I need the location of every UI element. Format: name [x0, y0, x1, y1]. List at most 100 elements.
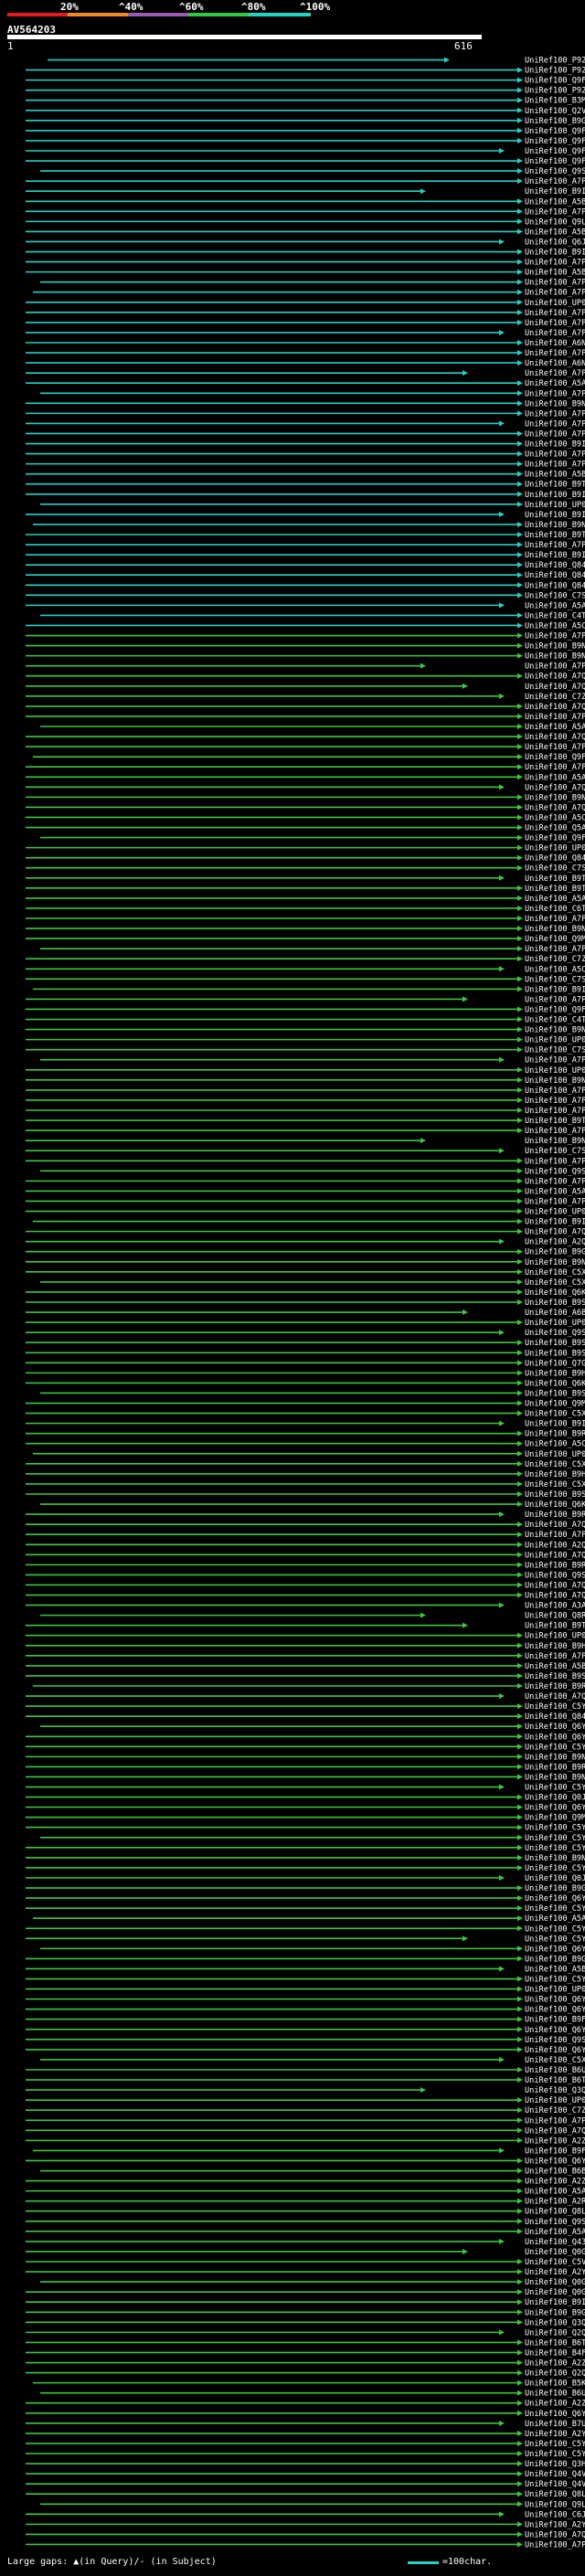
hit-label[interactable]: UniRef100_B9NCV5: [525, 642, 585, 652]
hit-label[interactable]: UniRef100_Q43487: [525, 2238, 585, 2247]
hit-label[interactable]: UniRef100_A7QTD4: [525, 683, 585, 692]
hit-label[interactable]: UniRef100_B9GEW3: [525, 1955, 585, 1964]
hit-label[interactable]: UniRef100_C5YI15: [525, 1924, 585, 1934]
hit-label[interactable]: UniRef100_A7P589: [525, 177, 585, 186]
hit-label[interactable]: UniRef100_A7QTD5: [525, 673, 585, 682]
hit-label[interactable]: UniRef100_Q7G3N6: [525, 1359, 585, 1368]
hit-label[interactable]: UniRef100_C7S8C5: [525, 591, 585, 600]
hit-label[interactable]: UniRef100_C5YI24: [525, 1834, 585, 1843]
hit-label[interactable]: UniRef100_C5XRV0: [525, 1480, 585, 1489]
hit-label[interactable]: UniRef100_Q6YZH6: [525, 2026, 585, 2035]
hit-label[interactable]: UniRef100_A7QTE2: [525, 803, 585, 812]
hit-label[interactable]: UniRef100_A5BH58: [525, 269, 585, 278]
hit-label[interactable]: UniRef100_Q9FIC7: [525, 137, 585, 146]
hit-label[interactable]: UniRef100_B9H1N0: [525, 1470, 585, 1479]
hit-label[interactable]: UniRef100_UP0000...: [525, 1986, 585, 1995]
hit-label[interactable]: UniRef100_B9N5Q0: [525, 1137, 585, 1146]
hit-label[interactable]: UniRef100_Q4VSU6: [525, 2480, 585, 2489]
hit-label[interactable]: UniRef100_A7QTD3: [525, 2530, 585, 2539]
hit-label[interactable]: UniRef100_B9T5T1: [525, 1117, 585, 1126]
hit-label[interactable]: UniRef100_Q8LQ32: [525, 2490, 585, 2499]
hit-label[interactable]: UniRef100_UP0000...: [525, 1208, 585, 1217]
hit-label[interactable]: UniRef100_Q9FID0: [525, 127, 585, 136]
hit-label[interactable]: UniRef100_C5XQD7: [525, 1268, 585, 1277]
hit-label[interactable]: UniRef100_Q6YZK9: [525, 1804, 585, 1813]
hit-label[interactable]: UniRef100_B9RU75: [525, 1561, 585, 1570]
hit-label[interactable]: UniRef100_A7PS96: [525, 541, 585, 550]
hit-label[interactable]: UniRef100_A7Q4R3: [525, 1521, 585, 1530]
hit-label[interactable]: UniRef100_Q0J7Z3: [525, 1794, 585, 1803]
hit-label[interactable]: UniRef100_Q8RX65: [525, 1612, 585, 1621]
hit-label[interactable]: UniRef100_Q9FMB0: [525, 753, 585, 762]
hit-label[interactable]: UniRef100_Q9M9Q6: [525, 935, 585, 944]
hit-label[interactable]: UniRef100_Q4VSU7: [525, 2470, 585, 2479]
hit-label[interactable]: UniRef100_P92999: [525, 67, 585, 76]
hit-label[interactable]: UniRef100_Q6YZH4: [525, 1733, 585, 1742]
hit-label[interactable]: UniRef100_B9SB16: [525, 1389, 585, 1398]
hit-label[interactable]: UniRef100_C7Z8C0: [525, 693, 585, 702]
hit-label[interactable]: UniRef100_A5CAE6: [525, 621, 585, 631]
hit-label[interactable]: UniRef100_A7QTD2: [525, 733, 585, 742]
hit-label[interactable]: UniRef100_A7PS56: [525, 289, 585, 298]
hit-label[interactable]: UniRef100_A2Q4Z9: [525, 1238, 585, 1247]
hit-label[interactable]: UniRef100_A7PS81: [525, 2116, 585, 2125]
hit-label[interactable]: UniRef100_A7PE54: [525, 207, 585, 217]
hit-label[interactable]: UniRef100_B6TTY1: [525, 2076, 585, 2085]
hit-label[interactable]: UniRef100_B9SHL1: [525, 1299, 585, 1308]
hit-label[interactable]: UniRef100_C5XRU9: [525, 1410, 585, 1419]
hit-label[interactable]: UniRef100_B6UEL1: [525, 2066, 585, 2075]
hit-label[interactable]: UniRef100_Q3QU14: [525, 2086, 585, 2095]
hit-label[interactable]: UniRef100_Q9FMA9: [525, 834, 585, 843]
hit-label[interactable]: UniRef100_B9N031: [525, 399, 585, 408]
hit-label[interactable]: UniRef100_C7S8B6: [525, 975, 585, 984]
hit-label[interactable]: UniRef100_B9GBY3: [525, 2308, 585, 2317]
hit-label[interactable]: UniRef100_C5YI26: [525, 1743, 585, 1752]
hit-label[interactable]: UniRef100_Q9FMA8: [525, 1005, 585, 1014]
hit-label[interactable]: UniRef100_A7PS70: [525, 451, 585, 460]
hit-label[interactable]: UniRef100_A7Q4Q9: [525, 1692, 585, 1701]
hit-label[interactable]: UniRef100_A2YBY8: [525, 2430, 585, 2439]
hit-label[interactable]: UniRef100_UP0000...: [525, 1450, 585, 1459]
hit-label[interactable]: UniRef100_B9T4N8: [525, 1622, 585, 1631]
hit-label[interactable]: UniRef100_Q84PM0: [525, 581, 585, 590]
hit-label[interactable]: UniRef100_A7PBK5: [525, 995, 585, 1004]
hit-label[interactable]: UniRef100_Q5A171: [525, 824, 585, 833]
hit-label[interactable]: UniRef100_B9G9K3: [525, 1884, 585, 1893]
hit-label[interactable]: UniRef100_UP0000...: [525, 2096, 585, 2105]
hit-label[interactable]: UniRef100_UP0000...: [525, 1066, 585, 1076]
hit-label[interactable]: UniRef100_A7QTD6: [525, 1228, 585, 1237]
hit-label[interactable]: UniRef100_A7PS61: [525, 429, 585, 439]
hit-label[interactable]: UniRef100_Q6K5Q0: [525, 1500, 585, 1510]
hit-label[interactable]: UniRef100_Q0GR06: [525, 2278, 585, 2287]
hit-label[interactable]: UniRef100_B9I558: [525, 187, 585, 196]
hit-label[interactable]: UniRef100_A5BEX3: [525, 228, 585, 237]
hit-label[interactable]: UniRef100_B9NR66: [525, 1773, 585, 1782]
hit-label[interactable]: UniRef100_A7PBJ9: [525, 2540, 585, 2549]
hit-label[interactable]: UniRef100_B9I9L7: [525, 985, 585, 994]
hit-label[interactable]: UniRef100_C7S8C8: [525, 1046, 585, 1055]
hit-label[interactable]: UniRef100_A7PS93: [525, 319, 585, 328]
hit-label[interactable]: UniRef100_C5XRU6: [525, 1278, 585, 1288]
hit-label[interactable]: UniRef100_A7PM80: [525, 743, 585, 752]
hit-label[interactable]: UniRef100_A7Q4R2: [525, 1592, 585, 1601]
hit-label[interactable]: UniRef100_C5YI12: [525, 2450, 585, 2459]
hit-label[interactable]: UniRef100_A5AJ94: [525, 1187, 585, 1196]
hit-label[interactable]: UniRef100_A7Q4R7: [525, 2126, 585, 2136]
hit-label[interactable]: UniRef100_B9NL16: [525, 1854, 585, 1863]
hit-label[interactable]: UniRef100_Q9SF04: [525, 2036, 585, 2045]
hit-label[interactable]: UniRef100_A5BEX2: [525, 197, 585, 207]
hit-label[interactable]: UniRef100_A7PS43: [525, 1056, 585, 1065]
hit-label[interactable]: UniRef100_Q9LD27: [525, 2500, 585, 2509]
hit-label[interactable]: UniRef100_UP0000...: [525, 844, 585, 853]
hit-label[interactable]: UniRef100_B9SD76: [525, 1672, 585, 1681]
hit-label[interactable]: UniRef100_Q84PL9: [525, 571, 585, 580]
hit-label[interactable]: UniRef100_A7PSA1: [525, 1097, 585, 1106]
hit-label[interactable]: UniRef100_A7Q4R8: [525, 1581, 585, 1590]
hit-label[interactable]: UniRef100_C7S8D7: [525, 864, 585, 874]
hit-label[interactable]: UniRef100_A7PS60: [525, 259, 585, 268]
hit-label[interactable]: UniRef100_A6NK89: [525, 339, 585, 348]
hit-label[interactable]: UniRef100_C5YIB8: [525, 1702, 585, 1712]
hit-label[interactable]: UniRef100_B9FZF4: [525, 2147, 585, 2156]
hit-label[interactable]: UniRef100_Q6YZZ6: [525, 2410, 585, 2419]
hit-label[interactable]: UniRef100_C5YI25: [525, 1824, 585, 1833]
